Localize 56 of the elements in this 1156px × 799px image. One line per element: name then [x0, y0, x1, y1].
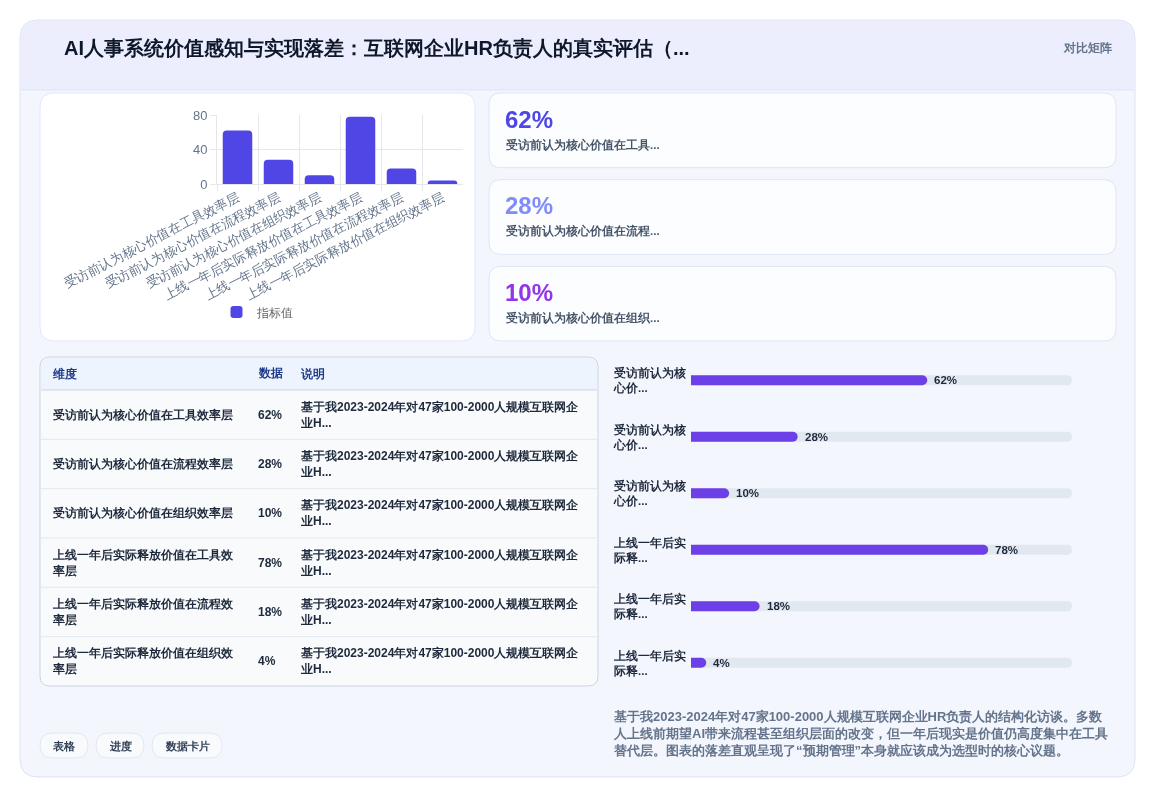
bar [304, 175, 335, 184]
bar [691, 601, 760, 612]
text: 基于我2023-2024年对47家100-2000人规模互联网企业H... [300, 548, 580, 578]
text: 基于我2023-2024年对47家100-2000人规模互联网企业HR负责人的结构化访谈。多数人上线前期望AI带来流程甚至组织层面的改变，但一年后现实是价值仍高度集中在工具替代层。图表的落差直观呈现了“预期管理”本身就应该成为选型时的核心议题。 [613, 709, 1108, 758]
y-tick-label: 上线一年后实际释... [613, 649, 686, 677]
data-label: 18% [767, 600, 791, 612]
y-tick-label: 上线一年后实际释... [613, 592, 686, 620]
category-label: 上线一年后实际释放价值在组织效率层 [52, 646, 234, 676]
y-tick-label: 受访前认为核心价... [613, 479, 686, 507]
text: 进度 [109, 740, 132, 752]
bar [691, 488, 730, 499]
text: 基于我2023-2024年对47家100-2000人规模互联网企业H... [300, 646, 580, 676]
text: 18% [258, 605, 283, 619]
text: 受访前认为核心价值在流程... [505, 224, 660, 238]
text: 28% [258, 457, 283, 471]
text: 受访前认为核心价值在组织... [505, 311, 660, 325]
text: 表格 [52, 740, 76, 752]
data-label: 62% [934, 374, 958, 386]
text: AI人事系统价值感知与实现落差：互联网企业HR负责人的真实评估（... [64, 37, 690, 59]
text: 62% [505, 106, 554, 133]
y-tick-label: 上线一年后实际释... [613, 536, 686, 564]
text: 28% [505, 192, 554, 219]
y-tick-label: 受访前认为核心价... [613, 366, 686, 394]
bar [263, 159, 294, 184]
y-tick-label: 受访前认为核心价... [613, 423, 686, 451]
text: 基于我2023-2024年对47家100-2000人规模互联网企业H... [300, 498, 580, 528]
text: 维度 [52, 367, 77, 380]
text: 数据卡片 [165, 740, 210, 752]
text: 62% [258, 408, 283, 422]
category-label: 受访前认为核心价值在流程效率层 [52, 457, 233, 471]
text: 数据 [258, 367, 283, 380]
y-tick-label: 80 [192, 107, 208, 123]
text: 基于我2023-2024年对47家100-2000人规模互联网企业H... [300, 400, 580, 430]
bar [386, 168, 417, 184]
data-label: 78% [995, 544, 1019, 556]
text: 78% [258, 556, 283, 570]
category-label: 上线一年后实际释放价值在流程效率层 [52, 597, 234, 627]
bar [345, 116, 376, 184]
text: 10% [505, 279, 554, 306]
text: 对比矩阵 [1063, 41, 1112, 55]
data-label: 4% [713, 657, 730, 669]
text: 4% [258, 654, 276, 668]
text: 受访前认为核心价值在工具... [505, 138, 660, 152]
text: 基于我2023-2024年对47家100-2000人规模互联网企业H... [300, 449, 580, 479]
category-label: 上线一年后实际释放价值在工具效率层 [52, 548, 234, 578]
data-label: 10% [736, 487, 760, 499]
legend-label: 指标值 [255, 305, 293, 320]
bar [222, 130, 253, 184]
y-tick-label: 0 [200, 176, 208, 192]
category-label: 受访前认为核心价值在工具效率层 [52, 408, 233, 422]
text: 基于我2023-2024年对47家100-2000人规模互联网企业H... [300, 597, 580, 627]
text: 10% [258, 506, 283, 520]
data-label: 28% [805, 431, 829, 443]
category-label: 受访前认为核心价值在组织效率层 [52, 506, 233, 520]
text: 说明 [300, 367, 325, 380]
y-tick-label: 40 [192, 142, 208, 158]
